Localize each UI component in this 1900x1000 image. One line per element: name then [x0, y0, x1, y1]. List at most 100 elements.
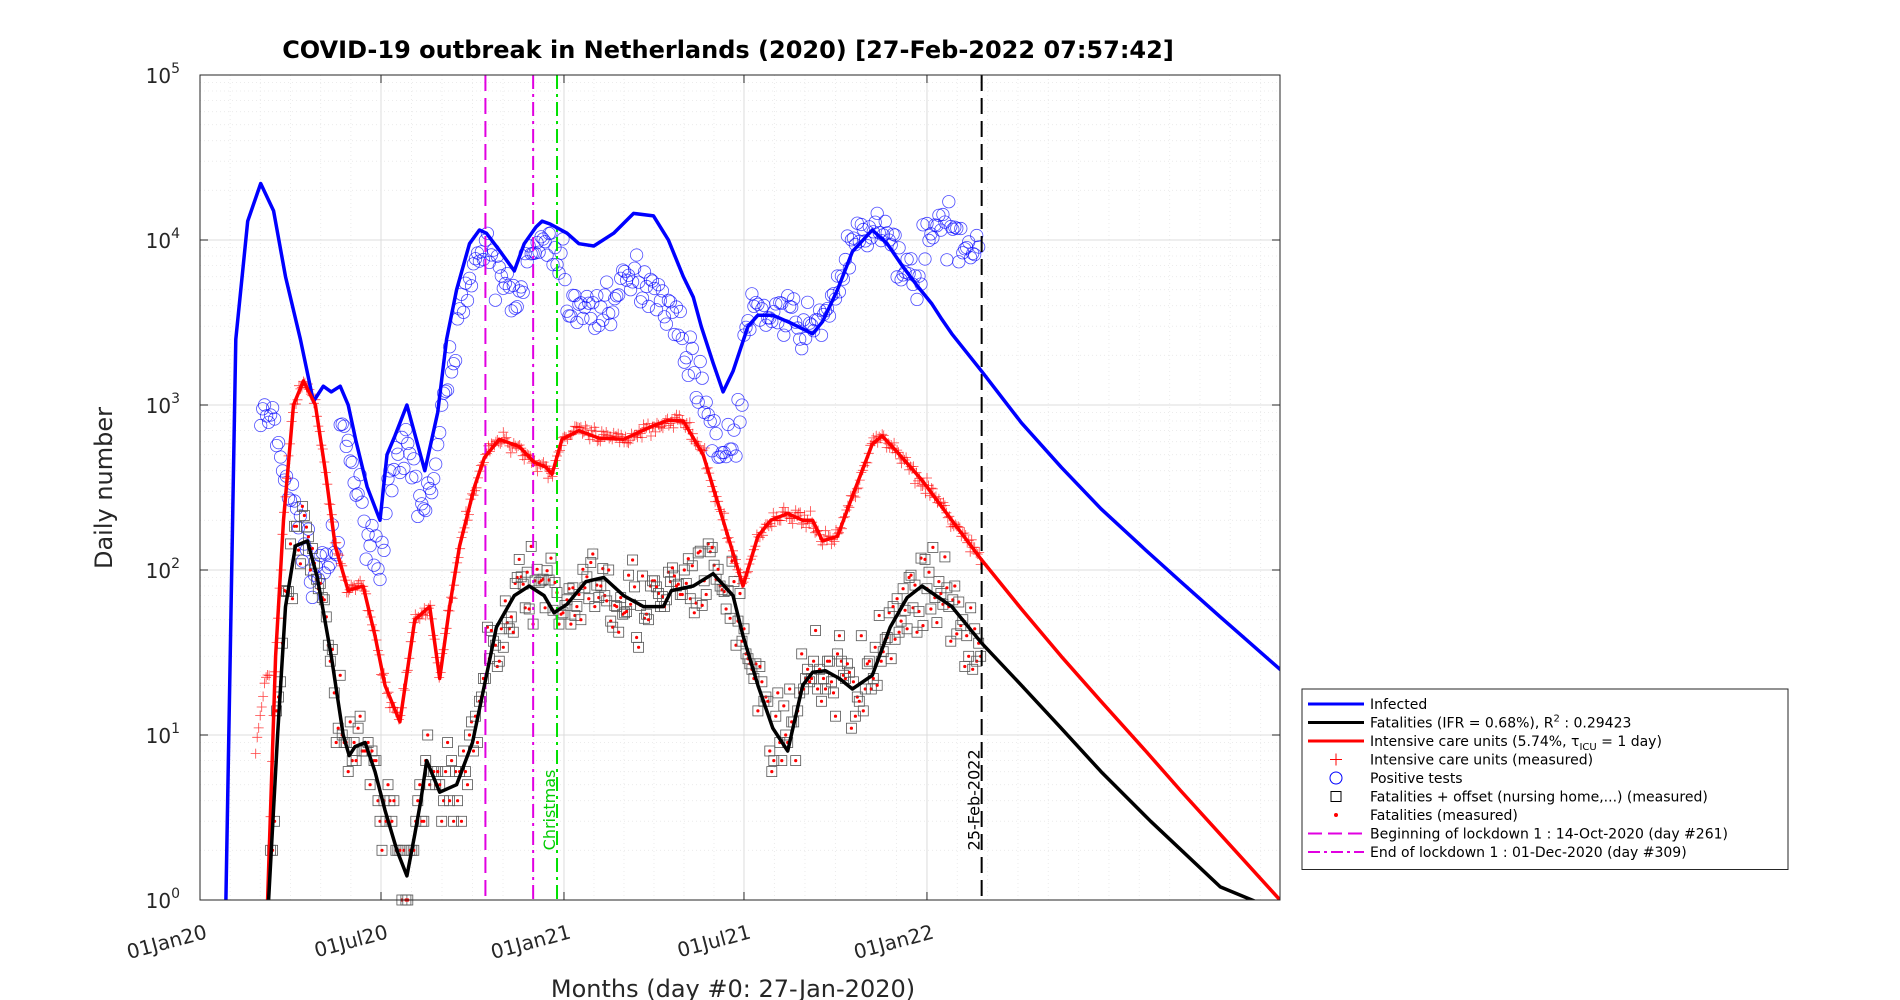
positive-test-marker — [257, 398, 272, 412]
positive-test-marker — [812, 303, 827, 317]
fatality-offset-marker — [925, 603, 937, 615]
icu-measured-marker — [505, 447, 516, 458]
positive-test-marker — [391, 447, 405, 461]
fatality-offset-marker — [663, 566, 674, 578]
icu-measured-marker — [258, 691, 269, 702]
positive-test-marker — [377, 543, 391, 558]
positive-test-marker — [685, 341, 699, 355]
positive-test-marker — [261, 415, 276, 429]
fatality-measured-marker — [422, 819, 426, 823]
fatality-measured-marker — [889, 657, 893, 661]
positive-test-marker — [954, 221, 968, 236]
fatality-measured-marker — [965, 634, 969, 638]
fatality-offset-marker — [388, 795, 400, 807]
positive-test-marker — [409, 469, 423, 483]
positive-test-marker — [365, 518, 379, 533]
positive-test-marker — [904, 252, 918, 266]
fatality-offset-marker — [285, 538, 296, 550]
fatality-measured-marker — [768, 749, 772, 753]
plot-area — [200, 75, 1280, 900]
positive-test-marker — [480, 226, 494, 240]
fatality-offset-marker — [690, 597, 702, 609]
positive-test-marker — [448, 353, 463, 368]
fatality-offset-marker — [515, 571, 527, 583]
positive-test-marker — [425, 486, 439, 500]
fatality-offset-marker — [481, 621, 493, 633]
fatality-measured-marker — [829, 680, 834, 684]
fatality-measured-marker — [599, 584, 603, 588]
positive-test-marker — [281, 491, 296, 505]
fatality-measured-marker — [927, 570, 931, 574]
fatality-measured-marker — [605, 599, 609, 603]
fatality-offset-marker — [720, 603, 732, 615]
positive-test-marker — [623, 283, 638, 297]
positive-test-marker — [856, 222, 870, 237]
positive-test-marker — [476, 252, 490, 267]
fatality-measured-marker — [646, 618, 651, 622]
fatality-offset-marker — [696, 600, 708, 611]
fatality-offset-marker — [452, 795, 464, 807]
fatality-measured-marker — [853, 714, 858, 718]
fatality-offset-marker — [294, 558, 306, 570]
positive-test-marker — [534, 230, 548, 244]
fatality-measured-marker — [764, 695, 768, 699]
fatality-offset-marker — [571, 601, 583, 612]
fatality-measured-marker — [672, 574, 677, 578]
plot-frame — [199, 74, 1281, 901]
fatality-offset-marker — [895, 615, 907, 627]
fatality-offset-marker — [603, 564, 615, 576]
fatality-measured-marker — [855, 695, 859, 699]
positive-test-marker — [393, 465, 407, 480]
fatality-offset-marker — [523, 603, 535, 615]
fatality-measured-marker — [953, 584, 957, 588]
positive-test-marker — [273, 450, 288, 464]
series-line — [265, 379, 1280, 900]
fatality-offset-marker — [567, 582, 579, 594]
positive-test-marker — [729, 449, 743, 463]
fatality-measured-marker — [527, 607, 531, 611]
fatality-measured-marker — [306, 535, 310, 539]
fatality-offset-marker — [832, 648, 843, 660]
fatality-offset-marker — [661, 594, 672, 606]
fatality-measured-marker — [585, 575, 589, 579]
fatality-offset-marker — [633, 641, 644, 653]
fatality-measured-marker — [640, 574, 645, 578]
fatality-offset-marker — [692, 547, 704, 559]
fatality-offset-marker — [569, 610, 581, 621]
fatality-measured-marker — [569, 622, 573, 626]
fatality-offset-marker — [706, 542, 718, 553]
fatality-offset-marker — [700, 589, 712, 600]
annotations: Christmas 25-Feb-2022 — [540, 749, 984, 850]
fatality-offset-marker — [684, 593, 696, 605]
positive-test-marker — [442, 340, 457, 354]
positive-test-marker — [952, 255, 966, 269]
positive-test-marker — [514, 280, 528, 294]
fatality-offset-marker — [505, 611, 517, 623]
fatality-measured-marker — [766, 699, 770, 703]
fatality-measured-marker — [935, 621, 939, 625]
fatality-measured-marker — [909, 573, 913, 577]
fatality-measured-marker — [581, 567, 585, 571]
fatality-offset-marker — [545, 552, 557, 564]
positive-test-marker — [687, 366, 701, 380]
fatality-offset-marker — [939, 551, 951, 563]
fatality-measured-marker — [943, 555, 947, 559]
fatality-measured-marker — [800, 652, 804, 656]
fatality-offset-marker — [543, 574, 555, 586]
icu-measured-marker — [787, 518, 798, 529]
fatality-measured-marker — [456, 799, 460, 803]
positive-test-marker — [604, 317, 618, 332]
fatality-measured-marker — [808, 680, 812, 684]
legend-label-fat-offset: Fatalities + offset (nursing home,...) (… — [1370, 790, 1708, 806]
positive-test-marker — [375, 535, 389, 549]
fatality-offset-marker — [613, 626, 625, 638]
fatality-measured-marker — [354, 759, 358, 763]
fatality-measured-marker — [963, 664, 967, 669]
fatality-measured-marker — [619, 596, 623, 600]
fatality-offset-marker — [609, 600, 621, 611]
fatality-offset-marker — [541, 565, 553, 577]
fatality-offset-marker — [883, 607, 895, 619]
fatality-measured-marker — [553, 580, 557, 585]
fatality-offset-marker — [885, 653, 897, 665]
fatality-measured-marker — [565, 598, 569, 602]
